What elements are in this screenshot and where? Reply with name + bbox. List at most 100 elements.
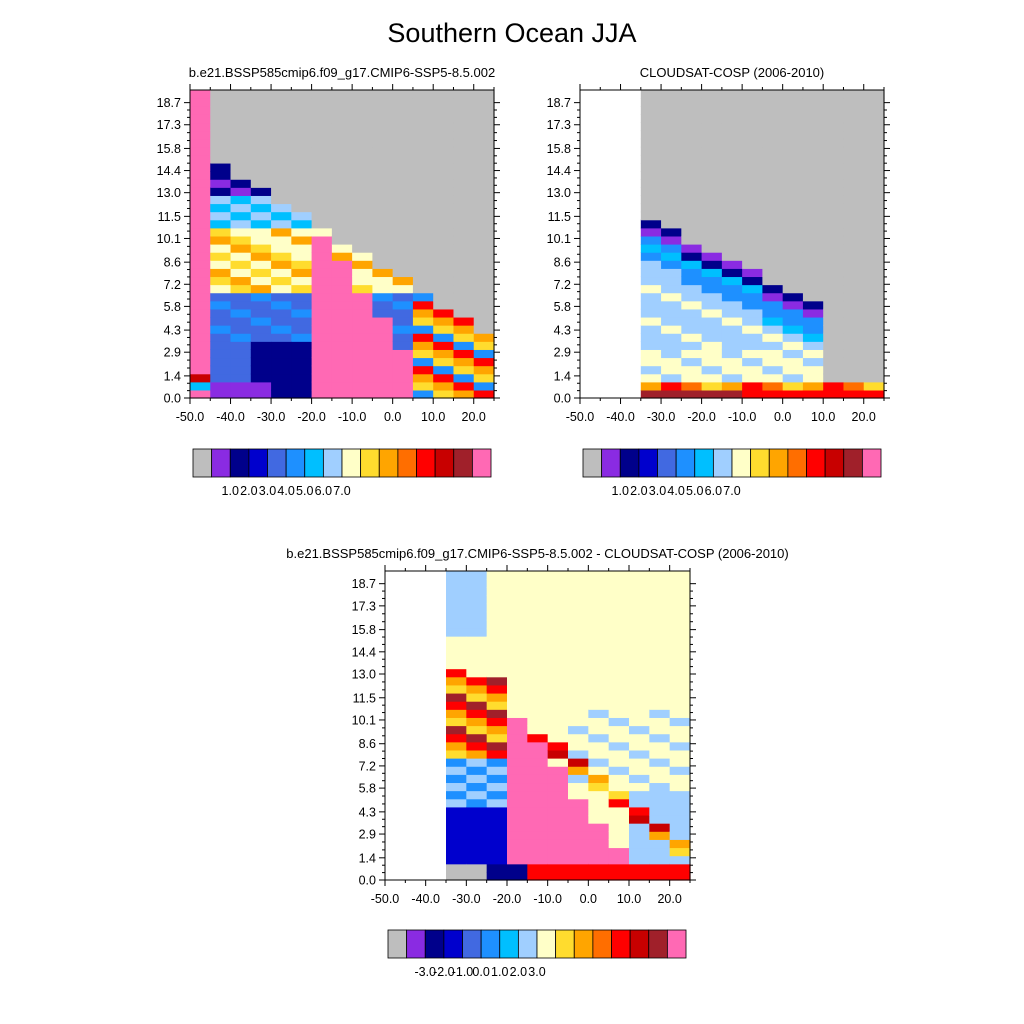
heatmap-cell [230,333,252,342]
heatmap-cell [588,871,610,881]
heatmap-cell [608,741,630,751]
heatmap-cell [568,782,589,792]
heatmap-cell [608,863,630,873]
heatmap-cell [331,235,353,245]
heatmap-cell [473,357,495,367]
heatmap-cell [681,138,703,148]
heatmap-cell [352,349,373,359]
heatmap-cell [823,373,845,383]
heatmap-cell [230,138,252,148]
heatmap-cell [608,660,630,670]
heatmap-cell [250,333,272,342]
heatmap-cell [640,203,662,213]
heatmap-cell [721,90,743,99]
heatmap-cell [863,154,885,164]
heatmap-cell [473,389,495,399]
heatmap-cell [588,676,610,686]
heatmap-cell [588,806,610,816]
heatmap-cell [527,741,549,751]
heatmap-cell [823,138,845,148]
heatmap-cell [782,365,804,375]
heatmap-cell [473,146,495,156]
heatmap-cell [649,758,671,767]
heatmap-cell [527,684,549,694]
colorbar-box [248,448,268,478]
heatmap-cell [446,790,467,800]
heatmap-cell [701,114,723,124]
heatmap-cell [640,349,662,359]
panel-title: b.e21.BSSP585cmip6.f09_g17.CMIP6-SSP5-8.… [189,65,495,80]
heatmap-cell [649,725,671,735]
heatmap-cell [230,227,252,237]
heatmap-cell [588,660,610,670]
heatmap-cell [433,284,455,294]
heatmap-cell [701,203,723,213]
heatmap-cell [823,227,845,237]
heatmap-cell [291,227,313,237]
heatmap-cell [331,187,353,196]
heatmap-cell [721,365,743,375]
heatmap-cell [588,749,610,759]
heatmap-cell [568,636,589,645]
heatmap-cell [311,260,333,269]
heatmap-cell [190,373,211,383]
colorbar-box [592,929,612,959]
heatmap-cell [568,619,589,629]
colorbar-box [675,448,696,478]
heatmap-cell [681,179,703,188]
heatmap-cell [669,603,691,613]
heatmap-cell [843,235,865,245]
heatmap-cell [453,365,475,375]
heatmap-cell [486,847,508,857]
heatmap-cell [291,187,313,196]
heatmap-cell [762,316,784,326]
heatmap-cell [190,130,211,140]
heatmap-cell [681,90,703,99]
heatmap-cell [190,171,211,180]
heatmap-cell [331,284,353,294]
heatmap-cell [721,187,743,196]
heatmap-cell [802,316,824,326]
heatmap-cell [453,357,475,367]
heatmap-cell [271,219,292,229]
heatmap-cell [843,106,865,115]
heatmap-cell [608,684,630,694]
heatmap-cell [331,349,353,359]
heatmap-cell [352,90,373,99]
colorbar-box [638,448,658,478]
heatmap-cell [412,90,434,99]
heatmap-cell [311,349,333,359]
heatmap-cell [762,268,784,278]
heatmap-cell [843,211,865,221]
colorbar-box [666,929,687,959]
y-tick-label: 18.7 [157,96,181,110]
heatmap-cell [802,381,824,391]
heatmap-cell [547,619,569,629]
colorbar-label: 4.0 [667,484,684,498]
heatmap-cell [412,260,434,269]
heatmap-cell [588,774,610,784]
heatmap-cell [311,341,333,350]
heatmap-cell [608,798,630,808]
colorbar-box [397,448,417,478]
heatmap-cell [681,154,703,164]
heatmap-cell [762,98,784,107]
heatmap-cell [588,701,610,710]
heatmap-cell [331,308,353,318]
heatmap-cell [669,766,691,775]
heatmap-cell [568,790,589,800]
heatmap-cell [608,709,630,718]
heatmap-cell [392,235,414,245]
heatmap-cell [701,268,723,278]
heatmap-cell [271,284,292,294]
heatmap-cell [629,847,650,857]
heatmap-cell [843,114,865,124]
heatmap-cell [588,782,610,792]
heatmap-cell [412,98,434,107]
heatmap-cell [762,341,784,350]
heatmap-cell [473,106,495,115]
colorbar-box [229,448,250,478]
y-tick-label: 14.4 [352,645,376,659]
heatmap-cell [802,244,824,253]
heatmap-cell [588,741,610,751]
